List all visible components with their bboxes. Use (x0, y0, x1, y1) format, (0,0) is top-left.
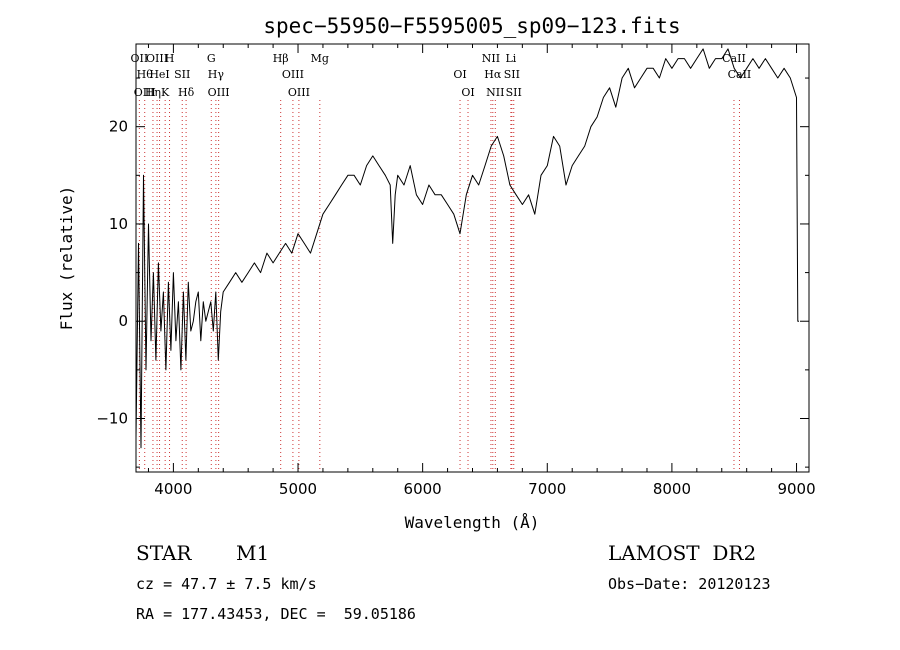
line-label: Li (505, 52, 516, 65)
x-axis: 4000 5000 6000 7000 8000 9000 (147, 44, 816, 498)
object-class: STAR (136, 541, 192, 565)
emission-line-markers (138, 100, 740, 472)
line-label: OI (461, 86, 474, 99)
line-label: Hβ (273, 52, 289, 65)
line-label: OIII (282, 68, 304, 81)
x-tick-label: 8000 (653, 480, 691, 498)
line-label: CaII (722, 52, 746, 65)
line-label: OIII (134, 86, 156, 99)
line-label: K (161, 86, 170, 99)
line-label: OIII (288, 86, 310, 99)
observation-date: Obs−Date: 20120123 (608, 575, 771, 593)
line-label: OIII (208, 86, 230, 99)
line-label: H (165, 52, 175, 65)
object-subclass: M1 (236, 541, 270, 565)
line-label: Hθ (137, 68, 154, 81)
line-label: OI (453, 68, 466, 81)
line-label: NII (486, 86, 504, 99)
y-tick-label: −10 (96, 410, 128, 428)
line-label: Hγ (208, 68, 225, 81)
line-label: Hη (145, 86, 161, 99)
survey-name: LAMOST DR2 (608, 541, 757, 565)
x-tick-label: 7000 (528, 480, 566, 498)
x-tick-label: 6000 (404, 480, 442, 498)
line-label: HeI (149, 68, 169, 81)
line-label: SII (506, 86, 522, 99)
line-label: Hδ (178, 86, 195, 99)
x-axis-label: Wavelength (Å) (405, 513, 540, 532)
y-tick-label: 10 (109, 215, 128, 233)
y-tick-label: 0 (118, 312, 128, 330)
y-axis-label: Flux (relative) (57, 186, 76, 331)
line-label: SII (504, 68, 520, 81)
x-tick-label: 4000 (154, 480, 192, 498)
line-label: Mg (311, 52, 329, 65)
x-tick-label: 9000 (777, 480, 815, 498)
line-label: NII (482, 52, 500, 65)
y-tick-label: 20 (109, 118, 128, 136)
line-label: OIII (146, 52, 168, 65)
chart-title: spec−55950−F5595005_sp09−123.fits (263, 14, 680, 38)
line-label: G (207, 52, 216, 65)
y-axis: −10 0 10 20 (96, 77, 809, 468)
redshift-velocity: cz = 47.7 ± 7.5 km/s (136, 575, 317, 593)
line-label: OII (131, 52, 149, 65)
plot-frame (135, 43, 810, 473)
coordinates: RA = 177.43453, DEC = 59.05186 (136, 605, 416, 623)
spectrum-line (135, 48, 799, 449)
line-label: Hα (484, 68, 502, 81)
x-tick-label: 5000 (279, 480, 317, 498)
line-label: SII (174, 68, 190, 81)
line-label: CaII (728, 68, 752, 81)
spectrum-series (135, 48, 799, 449)
